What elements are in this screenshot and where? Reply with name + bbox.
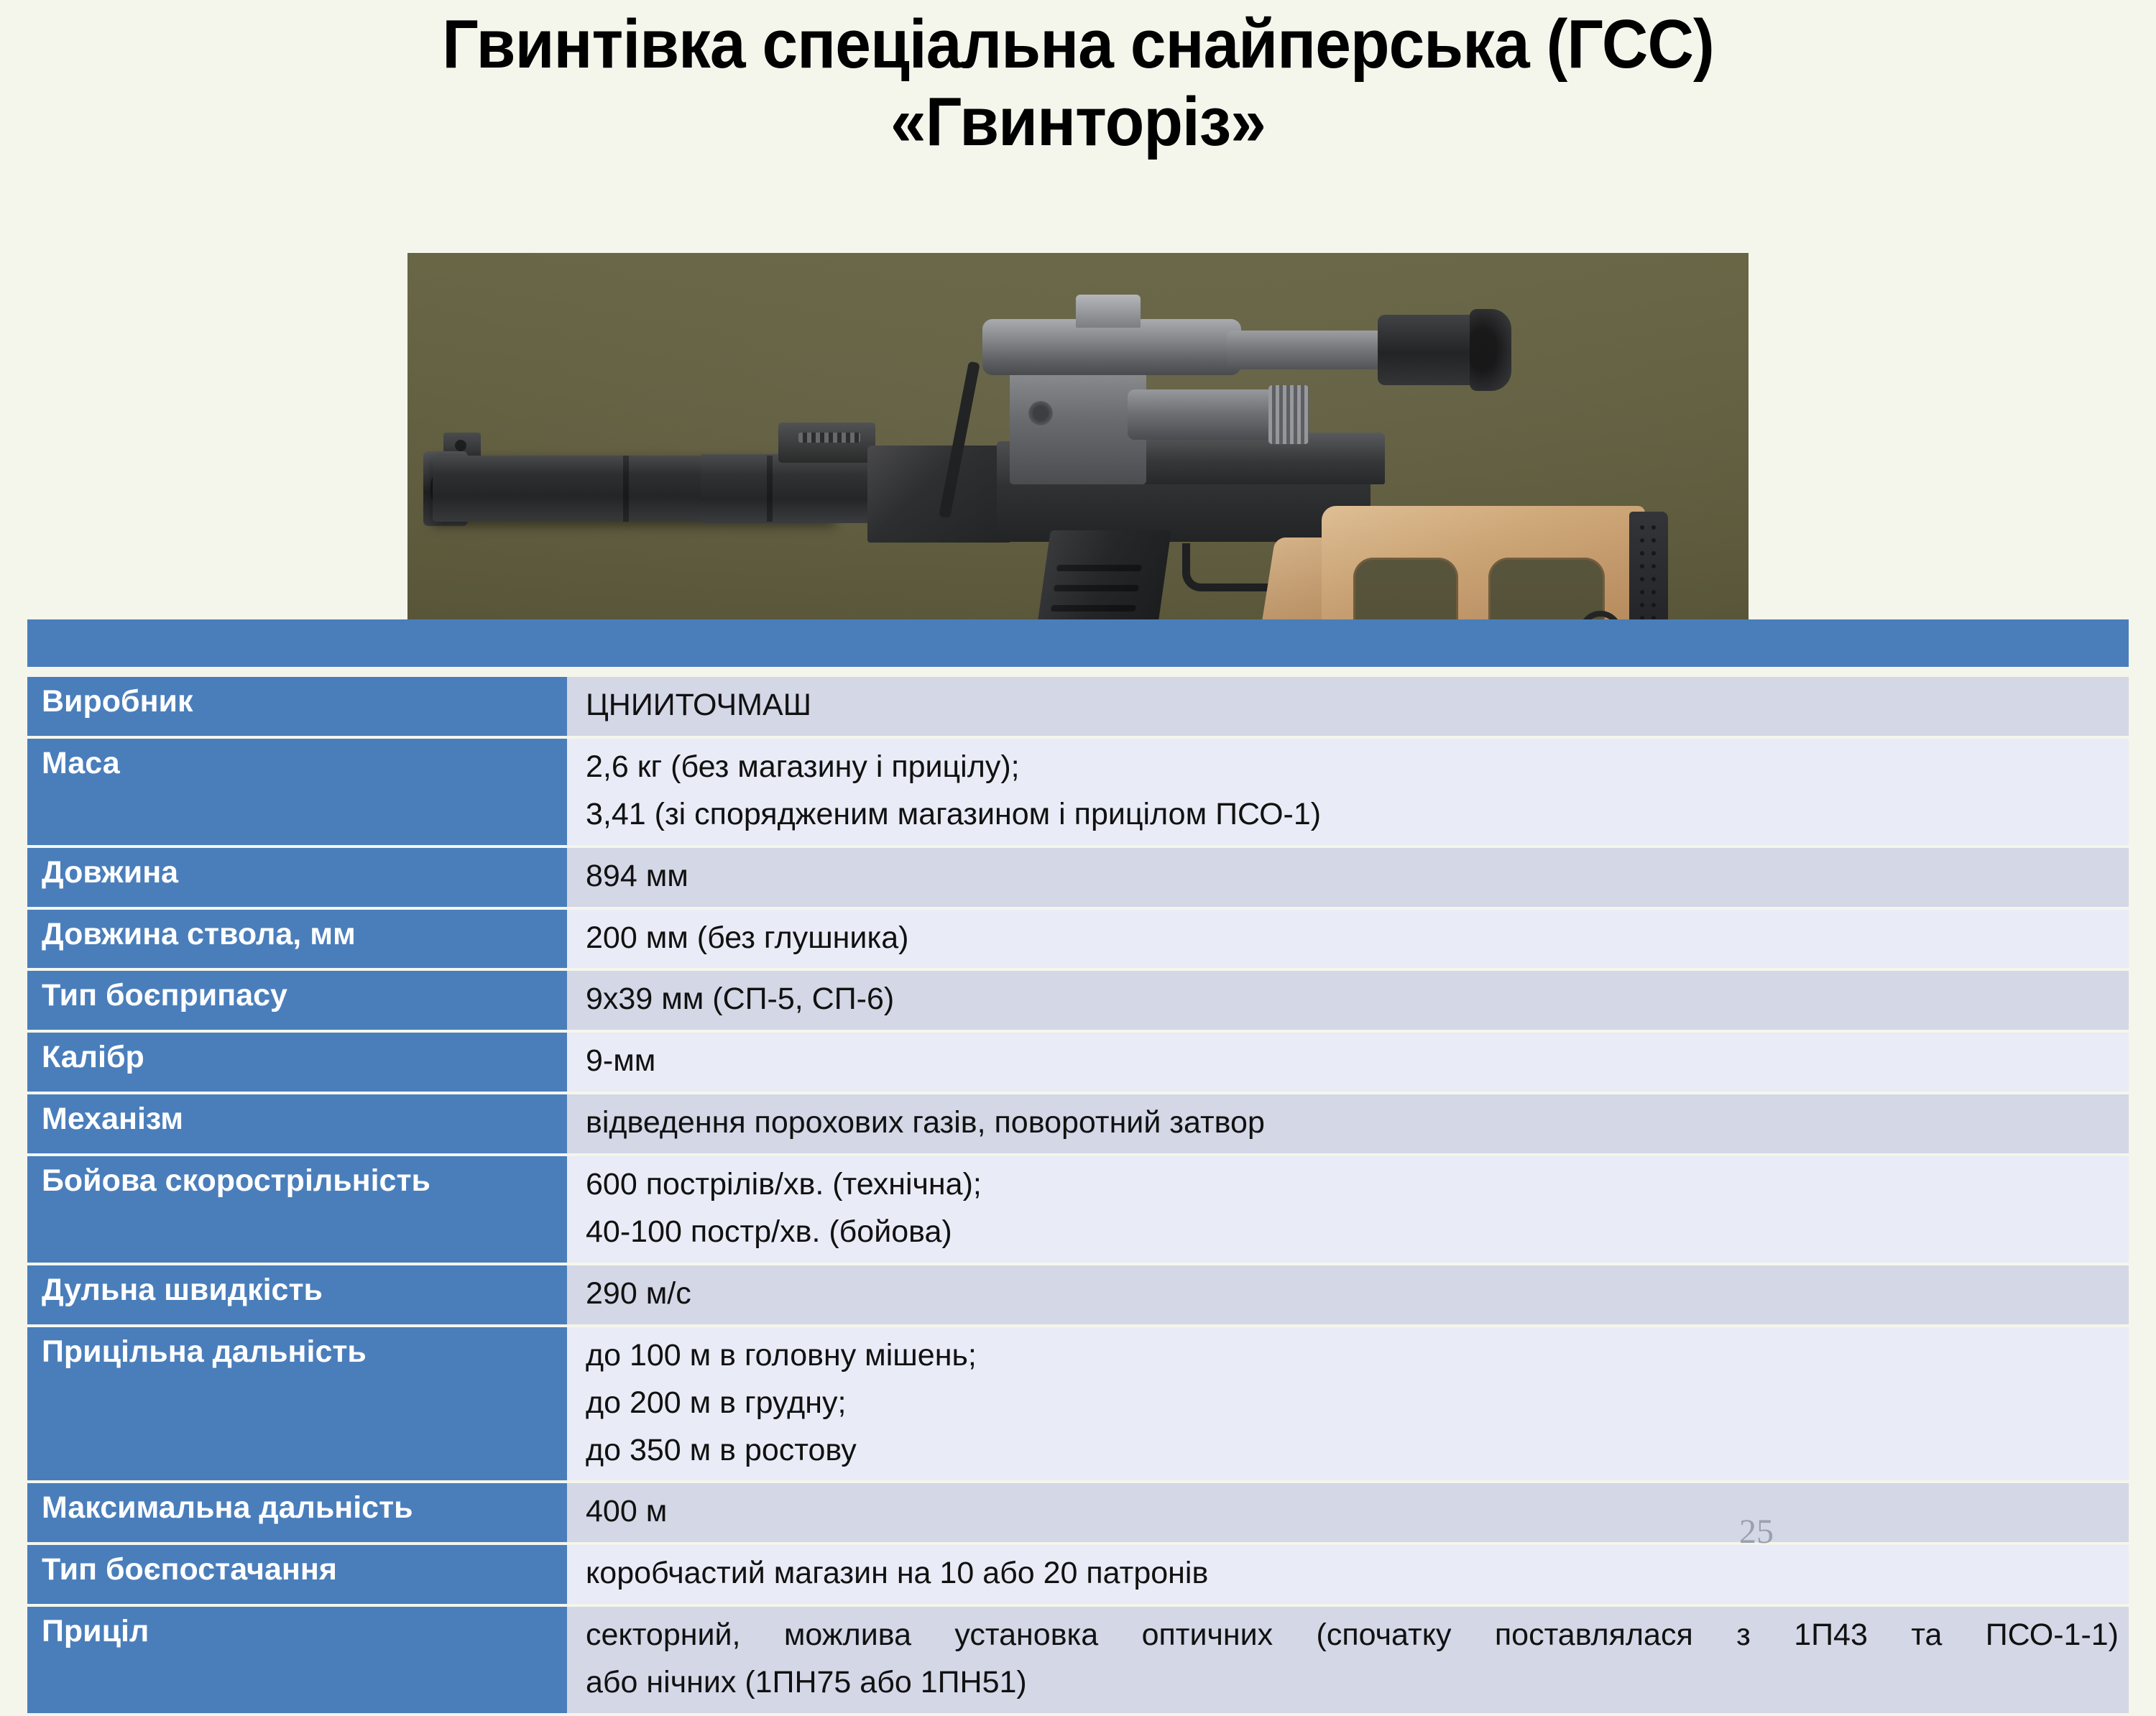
title-line-2: «Гвинторіз» [890, 83, 1266, 160]
spec-label: Максимальна дальність [27, 1483, 567, 1543]
spec-value-line: 894 мм [586, 858, 688, 893]
spec-value: відведення порохових газів, поворотний з… [567, 1094, 2129, 1154]
slide: Гвинтівка спеціальна снайперська (ГСС) «… [0, 6, 2156, 1714]
spec-value-line: ЦНИИТОЧМАШ [586, 688, 812, 722]
table-row: Калібр 9-мм [27, 1033, 2129, 1092]
spec-value: коробчастий магазин на 10 або 20 патроні… [567, 1545, 2129, 1605]
table-row: Максимальна дальність 400 м [27, 1483, 2129, 1543]
spec-value: 600 пострілів/хв. (технічна); 40-100 пост… [567, 1156, 2129, 1263]
spec-label: Прицільна дальність [27, 1327, 567, 1481]
spec-label: Бойова скорострільність [27, 1156, 567, 1263]
table-row: Бойова скорострільність 600 пострілів/хв.… [27, 1156, 2129, 1263]
spec-value-line: 3,41 (зі спорядженим магазином і приціло… [586, 796, 1322, 831]
spec-label: Виробник [27, 677, 567, 736]
spec-value-line: 200 мм (без глушника) [586, 920, 909, 955]
table-row: Тип боєприпасу 9х39 мм (СП-5, СП-6) [27, 971, 2129, 1030]
table-row: Механізм відведення порохових газів, пово… [27, 1094, 2129, 1154]
table-row: Маса 2,6 кг (без магазину і прицілу); 3,41… [27, 738, 2129, 845]
spec-value-line: 9-мм [586, 1043, 656, 1079]
specifications-table: Виробник ЦНИИТОЧМАШ Маса 2,6 кг (без магази… [27, 674, 2129, 1716]
scope-mount-icon [1010, 369, 1146, 484]
table-row: Прицільна дальність до 100 м в головну мі… [27, 1327, 2129, 1481]
scope-tube-icon [1227, 331, 1392, 369]
spec-value-line: 400 м [586, 1494, 668, 1529]
spec-label: Калібр [27, 1033, 567, 1092]
spec-value-line: 9х39 мм (СП-5, СП-6) [586, 982, 895, 1017]
slide-number: 25 [1739, 1513, 1774, 1551]
spec-label: Механізм [27, 1094, 567, 1154]
spec-value-line: до 100 м в головну мішень; [586, 1337, 977, 1373]
spec-value-line: коробчастий магазин на 10 або 20 патроні… [586, 1556, 1209, 1591]
handguard-icon [867, 446, 1011, 543]
spec-value: 400 м [567, 1483, 2129, 1543]
scope-eyepiece-icon [1378, 315, 1485, 385]
spec-value: 200 мм (без глушника) [567, 909, 2129, 969]
spec-label: Приціл [27, 1607, 567, 1714]
spec-value: ЦНИИТОЧМАШ [567, 677, 2129, 736]
spec-value: 9х39 мм (СП-5, СП-6) [567, 971, 2129, 1030]
spec-value-line: до 350 м в ростову [586, 1432, 857, 1467]
spec-label: Довжина [27, 847, 567, 907]
spec-value-line: секторний, можлива установка оптичних (с… [586, 1618, 2119, 1653]
table-row: Дульна швидкість 290 м/с [27, 1265, 2129, 1324]
spec-value: до 100 м в головну мішень; до 200 м в гру… [567, 1327, 2129, 1481]
table-row: Тип боєпостачання коробчастий магазин на … [27, 1545, 2129, 1605]
gas-block-icon [778, 423, 875, 463]
spec-label: Дульна швидкість [27, 1265, 567, 1324]
spec-value-line: 600 пострілів/хв. (технічна); [586, 1167, 982, 1202]
spec-label: Тип боєпостачання [27, 1545, 567, 1605]
night-sight-ring-icon [1268, 385, 1309, 444]
title-line-1: Гвинтівка спеціальна снайперська (ГСС) [442, 6, 1715, 83]
table-row: Довжина 894 мм [27, 847, 2129, 907]
header-banner [27, 619, 2129, 667]
table-row: Довжина ствола, мм 200 мм (без глушника) [27, 909, 2129, 969]
spec-value-line: 40-100 постр/хв. (бойова) [586, 1214, 952, 1250]
page-title: Гвинтівка спеціальна снайперська (ГСС) «… [0, 6, 2156, 160]
spec-value-line: до 200 м в грудну; [586, 1385, 847, 1420]
suppressor-ring-2-icon [767, 456, 773, 522]
spec-value-line: відведення порохових газів, поворотний з… [586, 1105, 1265, 1140]
photo-vignette [407, 253, 1749, 663]
spec-label: Тип боєприпасу [27, 971, 567, 1030]
spec-value: 9-мм [567, 1033, 2129, 1092]
suppressor-rear-section-icon [701, 454, 873, 523]
spec-value-line: або нічних (1ПН75 або 1ПН51) [586, 1665, 1027, 1700]
scope-eyecup-icon [1470, 309, 1511, 391]
spec-value-line: 290 м/с [586, 1276, 691, 1311]
spec-value: 290 м/с [567, 1265, 2129, 1324]
table-row: Приціл секторний, можлива установка оптич… [27, 1607, 2129, 1714]
spec-label: Довжина ствола, мм [27, 909, 567, 969]
suppressor-ring-icon [623, 456, 629, 522]
spec-value: секторний, можлива установка оптичних (с… [567, 1607, 2129, 1714]
spec-value: 894 мм [567, 847, 2129, 907]
night-sight-tube-icon [1128, 389, 1293, 440]
rifle-photo [407, 253, 1749, 663]
spec-label: Маса [27, 738, 567, 845]
spec-value: 2,6 кг (без магазину і прицілу); 3,41 (зі… [567, 738, 2129, 845]
scope-body-icon [982, 319, 1241, 375]
scope-turret-icon [1076, 295, 1141, 328]
spec-value-line: 2,6 кг (без магазину і прицілу); [586, 749, 1020, 784]
table-row: Виробник ЦНИИТОЧМАШ [27, 677, 2129, 736]
